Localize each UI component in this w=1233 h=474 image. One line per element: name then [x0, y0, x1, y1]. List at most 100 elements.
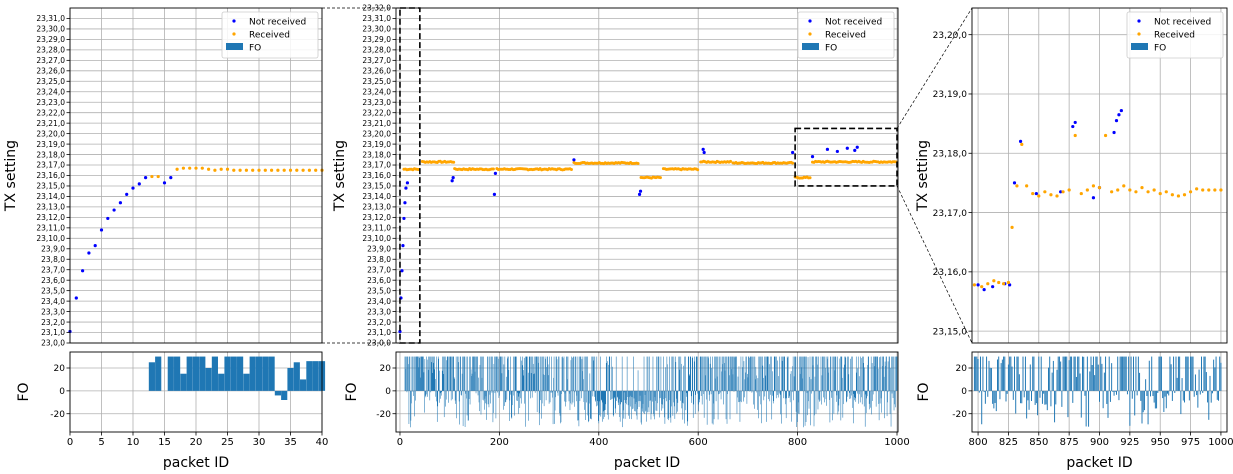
legend-patch-fo: [226, 43, 243, 50]
fo-bar: [598, 390, 600, 424]
fo-bar: [430, 390, 432, 393]
fo-bar: [572, 357, 573, 391]
fo-bar: [851, 356, 853, 391]
fo-bar: [1184, 390, 1185, 403]
point-not-received: [450, 179, 454, 183]
point-received: [636, 162, 640, 166]
fo-bar: [496, 356, 497, 391]
fo-bar: [658, 356, 660, 391]
fo-bar: [863, 390, 865, 407]
fo-bar: [625, 390, 626, 403]
point-not-received: [492, 192, 497, 196]
fo-bar: [776, 390, 778, 395]
fo-bar: [843, 390, 844, 405]
fo-bar: [442, 356, 443, 391]
fo-bar: [872, 390, 874, 395]
fo-bar: [844, 356, 846, 391]
fo-bar: [585, 356, 587, 391]
fo-bar: [499, 390, 500, 396]
fo-bar: [777, 360, 778, 391]
fo-bar: [882, 366, 883, 391]
fo-bar: [723, 356, 725, 391]
fo-bar: [673, 390, 674, 403]
fo-bar: [884, 390, 885, 419]
fo-bar: [708, 356, 709, 391]
fo-bar: [420, 356, 422, 391]
fo-bar: [631, 390, 632, 420]
fo-bar: [889, 356, 890, 391]
fo-bar: [833, 390, 835, 414]
fo-bar: [791, 390, 792, 422]
fo-bar: [807, 357, 809, 391]
fo-bar: [871, 363, 873, 391]
fo-bar: [881, 356, 883, 391]
fo-bar: [750, 356, 752, 391]
fo-bar: [554, 390, 556, 411]
fo-bar: [478, 390, 480, 403]
fo-bar: [437, 390, 439, 407]
fo-bar: [832, 356, 834, 391]
fo-bar: [633, 356, 634, 391]
fo-bar: [1020, 390, 1022, 404]
middle-top-ytick-label: 23,25,0: [362, 77, 391, 86]
fo-bar: [765, 356, 767, 391]
right-bottom-xtick-label: 950: [1151, 437, 1170, 448]
fo-bar: [511, 390, 513, 419]
fo-bar: [870, 356, 872, 391]
fo-bar: [1055, 390, 1057, 405]
fo-bar: [450, 356, 451, 391]
fo-bar: [693, 361, 695, 391]
fo-bar: [736, 390, 738, 414]
fo-bar: [583, 390, 585, 403]
fo-bar: [1010, 356, 1012, 391]
point-received: [1006, 280, 1011, 285]
fo-bar: [470, 369, 472, 391]
fo-bar: [598, 390, 599, 422]
point-received: [1055, 194, 1059, 198]
middle-top-ytick-label: 23,0,0: [367, 339, 391, 348]
fo-bar: [535, 356, 537, 391]
fo-bar: [728, 356, 729, 391]
fo-bar: [749, 390, 751, 392]
fo-bar: [880, 356, 881, 391]
connector-line: [896, 185, 973, 344]
fo-bar: [502, 356, 504, 391]
fo-bar: [759, 356, 761, 391]
legend-label-received: Received: [1154, 31, 1195, 41]
fo-bar: [864, 390, 866, 427]
fo-bar: [788, 390, 789, 399]
fo-bar: [612, 390, 614, 416]
fo-bar: [639, 390, 640, 401]
left-bottom-xtick-label: 5: [98, 437, 104, 448]
fo-bar: [988, 360, 990, 391]
fo-bar: [837, 390, 839, 415]
fo-bar: [1159, 356, 1161, 391]
fo-bar: [767, 356, 769, 391]
fo-bar: [433, 356, 435, 391]
fo-bar: [896, 356, 897, 391]
fo-bar: [414, 390, 415, 417]
frame-layer: [66, 7, 1228, 436]
legend-label-received: Received: [825, 31, 866, 41]
fo-bar: [1054, 390, 1056, 423]
fo-bar: [891, 390, 893, 394]
fo-bar: [644, 390, 646, 395]
middle-bottom-ytick-label: -20: [376, 410, 391, 420]
fo-bar: [796, 390, 797, 428]
fo-bar: [857, 390, 859, 394]
point-received: [1122, 184, 1126, 188]
fo-bar: [1084, 390, 1086, 396]
fo-bar: [508, 369, 510, 391]
fo-bar: [661, 390, 662, 411]
legend-label-not-received: Not received: [249, 18, 306, 28]
fo-bar: [504, 390, 505, 406]
fo-bar: [648, 390, 649, 408]
fo-bar: [816, 356, 818, 391]
fo-bar: [630, 390, 631, 407]
fo-bar: [561, 356, 563, 391]
fo-bar: [729, 390, 731, 420]
fo-bar: [655, 390, 657, 411]
fo-bar: [1186, 356, 1188, 391]
fo-bar: [706, 390, 707, 400]
fo-bar: [876, 356, 877, 391]
